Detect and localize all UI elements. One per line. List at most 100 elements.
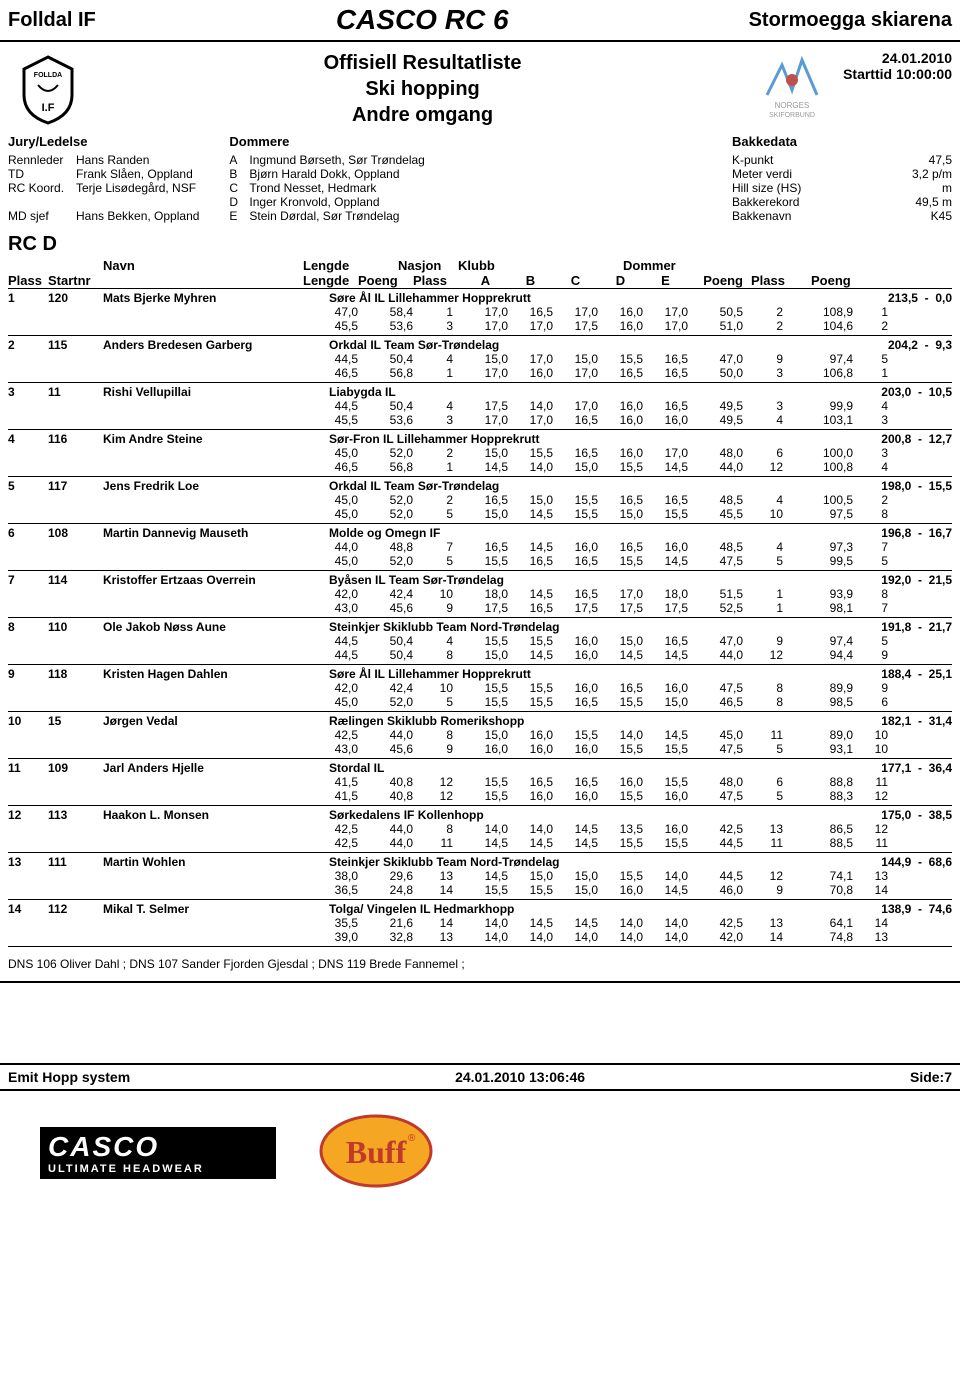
judge-e: 14,0 [643,916,688,930]
length-rank: 10 [413,587,463,601]
length-rank: 1 [413,460,463,474]
club: Orkdal IL Team Sør-Trøndelag [303,338,792,352]
club: Orkdal IL Team Sør-Trøndelag [303,479,792,493]
judge-d: 17,0 [598,587,643,601]
judge-d: 16,0 [598,305,643,319]
judge-points: 49,5 [688,399,743,413]
length-rank: 2 [413,493,463,507]
jump-length: 41,5 [303,775,358,789]
judge-b: 16,5 [508,305,553,319]
judge-d: 16,0 [598,413,643,427]
result-entry: 8 110 Ole Jakob Nøss Aune Steinkjer Skik… [8,617,952,664]
judge-b: 15,5 [508,681,553,695]
jury-row: RC Koord.Terje Lisødegård, NSF [8,181,199,195]
judge-d: 14,5 [598,648,643,662]
judge-e: 17,5 [643,601,688,615]
round-points: 99,9 [793,399,853,413]
judge-a: 14,0 [463,930,508,944]
round-points: 104,6 [793,319,853,333]
club: Søre Ål IL Lillehammer Hopprekrutt [303,291,792,305]
length-points: 48,8 [358,540,413,554]
judge-a: 15,0 [463,728,508,742]
jump-length: 42,0 [303,587,358,601]
jump-length: 42,5 [303,728,358,742]
judges-col: Dommere AIngmund Børseth, Sør TrøndelagB… [229,134,424,223]
total-score: 200,8 - 12,7 [792,432,952,446]
club: Byåsen IL Team Sør-Trøndelag [303,573,792,587]
jury-role: RC Koord. [8,181,70,195]
judge-row: CTrond Nesset, Hedmark [229,181,424,195]
result-entry: 12 113 Haakon L. Monsen Sørkedalens IF K… [8,805,952,852]
club: Tolga/ Vingelen IL Hedmarkhopp [303,902,792,916]
club-logo: FOLLDA I.F [8,50,88,130]
judge-points: 47,5 [688,742,743,756]
athlete-name: Jens Fredrik Loe [103,479,303,493]
jury-row: MD sjefHans Bekken, Oppland [8,209,199,223]
judge-c: 16,5 [553,446,598,460]
length-points: 42,4 [358,681,413,695]
judge-a: 16,5 [463,540,508,554]
length-points: 52,0 [358,446,413,460]
judge-rank: 2 [743,305,793,319]
round-rank: 10 [853,728,888,742]
round-rank: 4 [853,399,888,413]
start-nr: 120 [48,291,103,305]
start-nr: 116 [48,432,103,446]
athlete-name: Mikal T. Selmer [103,902,303,916]
judge-name: Trond Nesset, Hedmark [249,181,376,195]
judge-points: 42,0 [688,930,743,944]
round-rank: 14 [853,916,888,930]
round-points: 99,5 [793,554,853,568]
result-entry: 3 11 Rishi Vellupillai Liabygda IL 203,0… [8,382,952,429]
round-rank: 1 [853,366,888,380]
page-footer: Emit Hopp system 24.01.2010 13:06:46 Sid… [0,1063,960,1091]
length-points: 52,0 [358,554,413,568]
judge-c: 16,0 [553,634,598,648]
judge-d: 16,5 [598,493,643,507]
round-rank: 11 [853,836,888,850]
judge-b: 17,0 [508,413,553,427]
buff-logo: Buff ® [316,1111,436,1194]
judge-a: 14,0 [463,822,508,836]
judge-a: 14,0 [463,916,508,930]
judge-a: 16,0 [463,742,508,756]
club: Sør-Fron IL Lillehammer Hopprekrutt [303,432,792,446]
judge-d: 14,0 [598,728,643,742]
footer-page: Side:7 [910,1069,952,1085]
judge-a: 14,5 [463,460,508,474]
round-points: 86,5 [793,822,853,836]
length-rank: 9 [413,742,463,756]
round-rank: 5 [853,554,888,568]
judge-e: 15,5 [643,775,688,789]
judge-e: 18,0 [643,587,688,601]
judge-name: Stein Dørdal, Sør Trøndelag [249,209,399,223]
total-score: 175,0 - 38,5 [792,808,952,822]
judge-e: 14,0 [643,930,688,944]
result-entry: 14 112 Mikal T. Selmer Tolga/ Vingelen I… [8,899,952,947]
judge-c: 15,5 [553,728,598,742]
judge-points: 48,5 [688,540,743,554]
round-points: 103,1 [793,413,853,427]
judge-b: 16,5 [508,775,553,789]
judge-a: 15,5 [463,789,508,803]
round-rank: 2 [853,319,888,333]
judge-a: 14,5 [463,869,508,883]
judge-rank: 4 [743,493,793,507]
athlete-name: Kristoffer Ertzaas Overrein [103,573,303,587]
judge-a: 17,5 [463,601,508,615]
jump-length: 44,5 [303,634,358,648]
jump-length: 46,5 [303,366,358,380]
judge-d: 16,5 [598,681,643,695]
judge-e: 16,0 [643,540,688,554]
org-name: Folldal IF [8,9,96,32]
jump-length: 43,0 [303,742,358,756]
judge-e: 17,0 [643,446,688,460]
round-rank: 14 [853,883,888,897]
judge-b: 16,5 [508,601,553,615]
length-rank: 1 [413,366,463,380]
round-points: 100,5 [793,493,853,507]
round-points: 88,8 [793,775,853,789]
judge-d: 15,0 [598,634,643,648]
round-points: 70,8 [793,883,853,897]
judge-c: 14,5 [553,916,598,930]
